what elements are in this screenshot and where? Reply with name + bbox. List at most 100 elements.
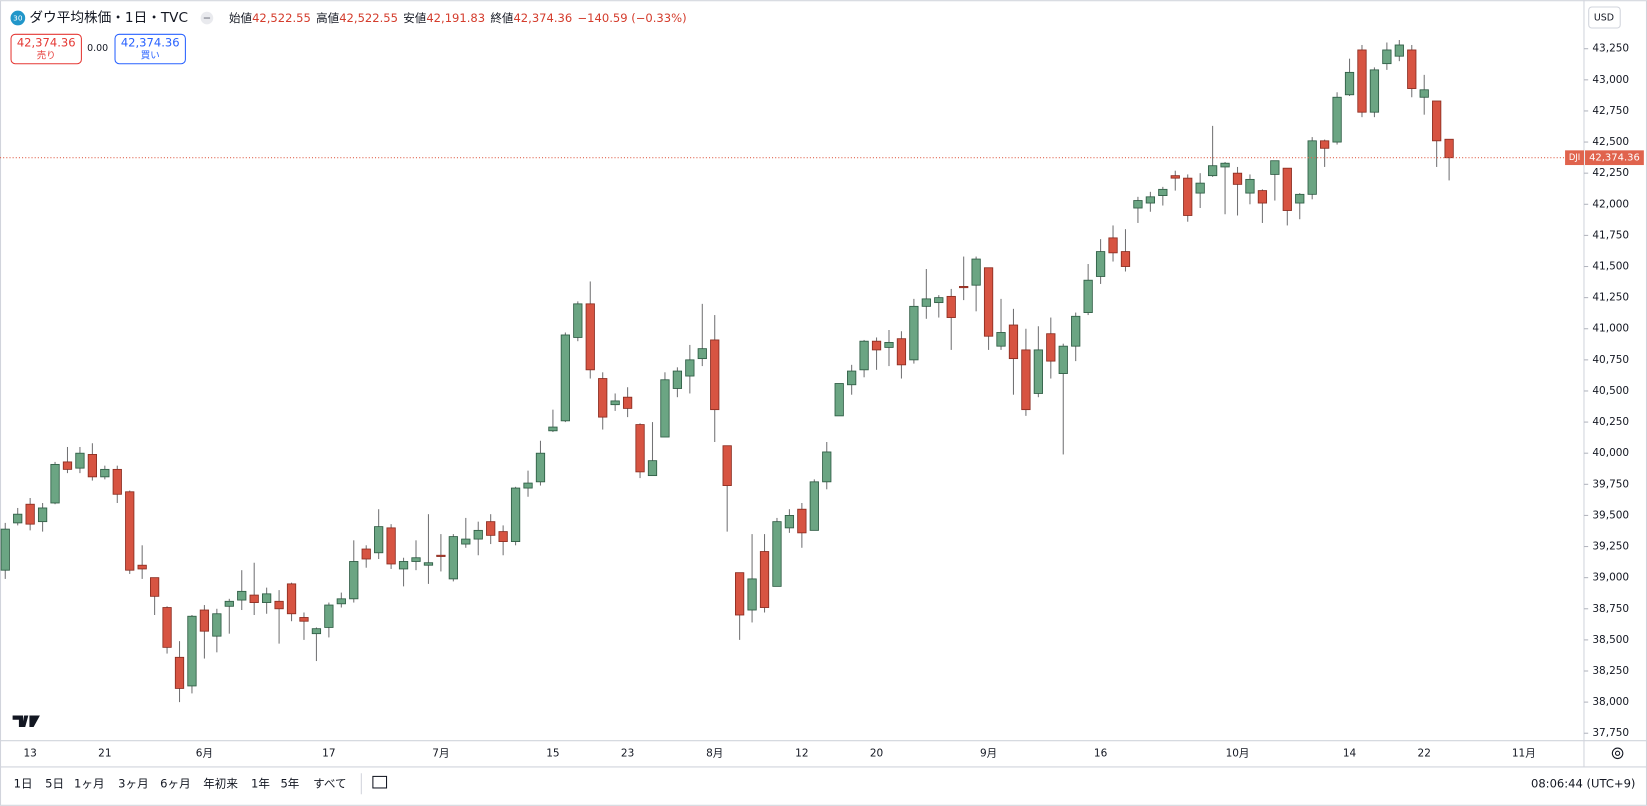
settings-icon[interactable] — [1611, 747, 1624, 760]
y-tick-label: 41,000 — [1592, 323, 1629, 335]
x-tick-label: 11月 — [1512, 747, 1536, 759]
candle-body — [1021, 349, 1031, 411]
candle-body — [249, 594, 259, 603]
candle-body — [983, 267, 994, 337]
buy-label: 買い — [141, 50, 160, 61]
y-tick-label: 40,000 — [1592, 447, 1629, 459]
candle-body — [1108, 237, 1118, 254]
candle-body — [486, 521, 496, 536]
candle-body — [1232, 172, 1243, 185]
candle-body — [784, 515, 795, 529]
candle-body — [62, 461, 73, 470]
candle-body — [622, 396, 633, 409]
candle-body — [1282, 167, 1292, 211]
y-tick-label: 39,750 — [1592, 478, 1629, 490]
candle-body — [822, 451, 832, 483]
symbol-title[interactable]: ダウ平均株価・1日・TVC — [29, 10, 188, 26]
range-button[interactable]: 5日 — [45, 776, 64, 790]
candle-body — [971, 258, 981, 286]
candle-body — [199, 609, 210, 632]
calendar-icon[interactable] — [372, 775, 388, 789]
candle-body — [573, 303, 583, 338]
candle-body — [797, 508, 807, 534]
candle-body — [1382, 49, 1392, 65]
candle-body — [1058, 345, 1068, 374]
candle-body — [1257, 190, 1268, 204]
range-button[interactable]: 年初来 — [203, 776, 238, 790]
x-tick-label: 21 — [98, 747, 111, 759]
candle-body — [1008, 324, 1019, 360]
candle-body — [374, 526, 384, 554]
candle-body — [112, 468, 122, 495]
range-button[interactable]: 3ヶ月 — [118, 776, 148, 790]
price-tag-label: 42,374.36 — [1589, 153, 1640, 164]
range-button[interactable]: 1日 — [14, 776, 33, 790]
candle-body — [1071, 315, 1081, 347]
range-button[interactable]: 5年 — [280, 776, 299, 790]
buy-price: 42,374.36 — [121, 36, 180, 50]
y-tick-label: 38,500 — [1592, 634, 1629, 646]
y-tick-label: 38,250 — [1592, 665, 1629, 677]
candle-body — [859, 340, 869, 371]
candle-body — [25, 503, 35, 525]
candle-body — [1046, 333, 1056, 362]
candle-body — [299, 617, 309, 622]
clock: 08:06:44 (UTC+9) — [1531, 776, 1635, 790]
candle-body — [224, 600, 234, 607]
y-tick-label: 39,250 — [1592, 541, 1629, 553]
y-tick-label: 43,250 — [1592, 43, 1629, 55]
ohlc-legend: 始値42,522.55 高値42,522.55 安値42,191.83 終値42,37… — [229, 11, 687, 25]
candle-body — [759, 551, 770, 608]
y-tick-label: 41,250 — [1592, 292, 1629, 304]
candle-body — [274, 600, 284, 610]
candle-body — [535, 452, 546, 483]
candle-body — [871, 340, 882, 351]
candle-body — [610, 400, 620, 406]
open-value: 42,522.55 — [252, 11, 311, 25]
candle-body — [174, 656, 185, 689]
currency-button[interactable] — [1588, 6, 1621, 29]
candle-body — [237, 590, 247, 601]
candle-body — [1033, 349, 1043, 394]
y-tick-label: 42,000 — [1592, 198, 1629, 210]
x-tick-label: 12 — [795, 747, 808, 759]
range-button[interactable]: 6ヶ月 — [160, 776, 190, 790]
candle-body — [847, 370, 857, 386]
candle-body — [560, 334, 570, 422]
candle-body — [1207, 165, 1218, 177]
x-tick-label: 20 — [870, 747, 883, 759]
candle-body — [187, 615, 197, 687]
y-tick-label: 41,750 — [1592, 229, 1629, 241]
y-tick-label: 40,750 — [1592, 354, 1629, 366]
buy-button[interactable] — [114, 33, 186, 65]
close-value: 42,374.36 — [513, 11, 572, 25]
x-tick-label: 14 — [1343, 747, 1357, 759]
x-tick-label: 13 — [23, 747, 36, 759]
sell-label: 売り — [37, 49, 56, 61]
candle-body — [0, 528, 10, 571]
candle-body — [735, 572, 745, 616]
candle-body — [946, 295, 956, 318]
y-tick-label: 39,000 — [1592, 572, 1629, 584]
range-button[interactable]: すべて — [313, 776, 346, 790]
sell-button[interactable] — [10, 33, 82, 65]
settings-icon — [1614, 750, 1621, 756]
candle-body — [809, 481, 819, 531]
candle-body — [162, 607, 172, 648]
candle-body — [772, 521, 782, 587]
range-button[interactable]: 1年 — [251, 776, 270, 790]
candle-body — [959, 286, 969, 289]
candle-body — [1145, 196, 1156, 204]
y-tick-label: 37,750 — [1592, 727, 1629, 739]
candle-body — [1432, 100, 1442, 142]
y-tick-label: 38,000 — [1592, 696, 1629, 708]
x-tick-label: 16 — [1094, 747, 1108, 759]
candle-body — [1158, 188, 1168, 196]
candle-body — [710, 339, 720, 411]
range-button[interactable]: 1ヶ月 — [74, 776, 104, 790]
candle-body — [1394, 44, 1404, 57]
y-tick-label: 40,250 — [1592, 416, 1629, 428]
candle-body — [448, 536, 458, 580]
x-tick-label: 17 — [322, 747, 335, 759]
